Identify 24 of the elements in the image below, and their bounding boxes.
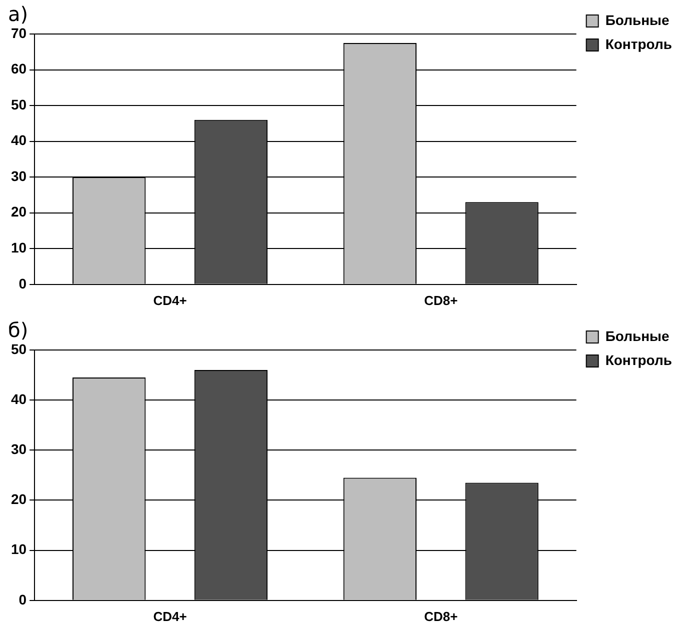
y-tick-label: 30 — [10, 441, 27, 458]
x-tick-label: CD4+ — [153, 608, 188, 624]
legend-label: Контроль — [605, 352, 672, 368]
y-tick-label: 10 — [10, 541, 27, 558]
y-tick-label: 0 — [18, 275, 27, 292]
y-tick-label: 0 — [18, 591, 27, 608]
y-tick-label: 50 — [10, 340, 27, 357]
x-tick-label: CD8+ — [424, 608, 458, 624]
legend-label: Больные — [605, 12, 670, 28]
chart-title: а) — [8, 2, 28, 26]
y-tick-label: 40 — [10, 390, 27, 407]
y-tick-label: 50 — [10, 96, 27, 112]
chart-title: б) — [8, 318, 28, 342]
y-tick-label: 40 — [10, 132, 27, 148]
x-tick-label: CD4+ — [153, 292, 188, 308]
y-tick-label: 20 — [10, 491, 27, 508]
y-tick-label: 70 — [10, 24, 27, 41]
y-tick-label: 30 — [10, 168, 27, 184]
y-tick-label: 20 — [10, 204, 27, 220]
y-tick-label: 10 — [10, 239, 27, 256]
legend-label: Контроль — [605, 36, 672, 52]
y-tick-label: 60 — [10, 60, 27, 77]
x-tick-label: CD8+ — [424, 292, 458, 308]
legend-label: Больные — [605, 328, 670, 344]
